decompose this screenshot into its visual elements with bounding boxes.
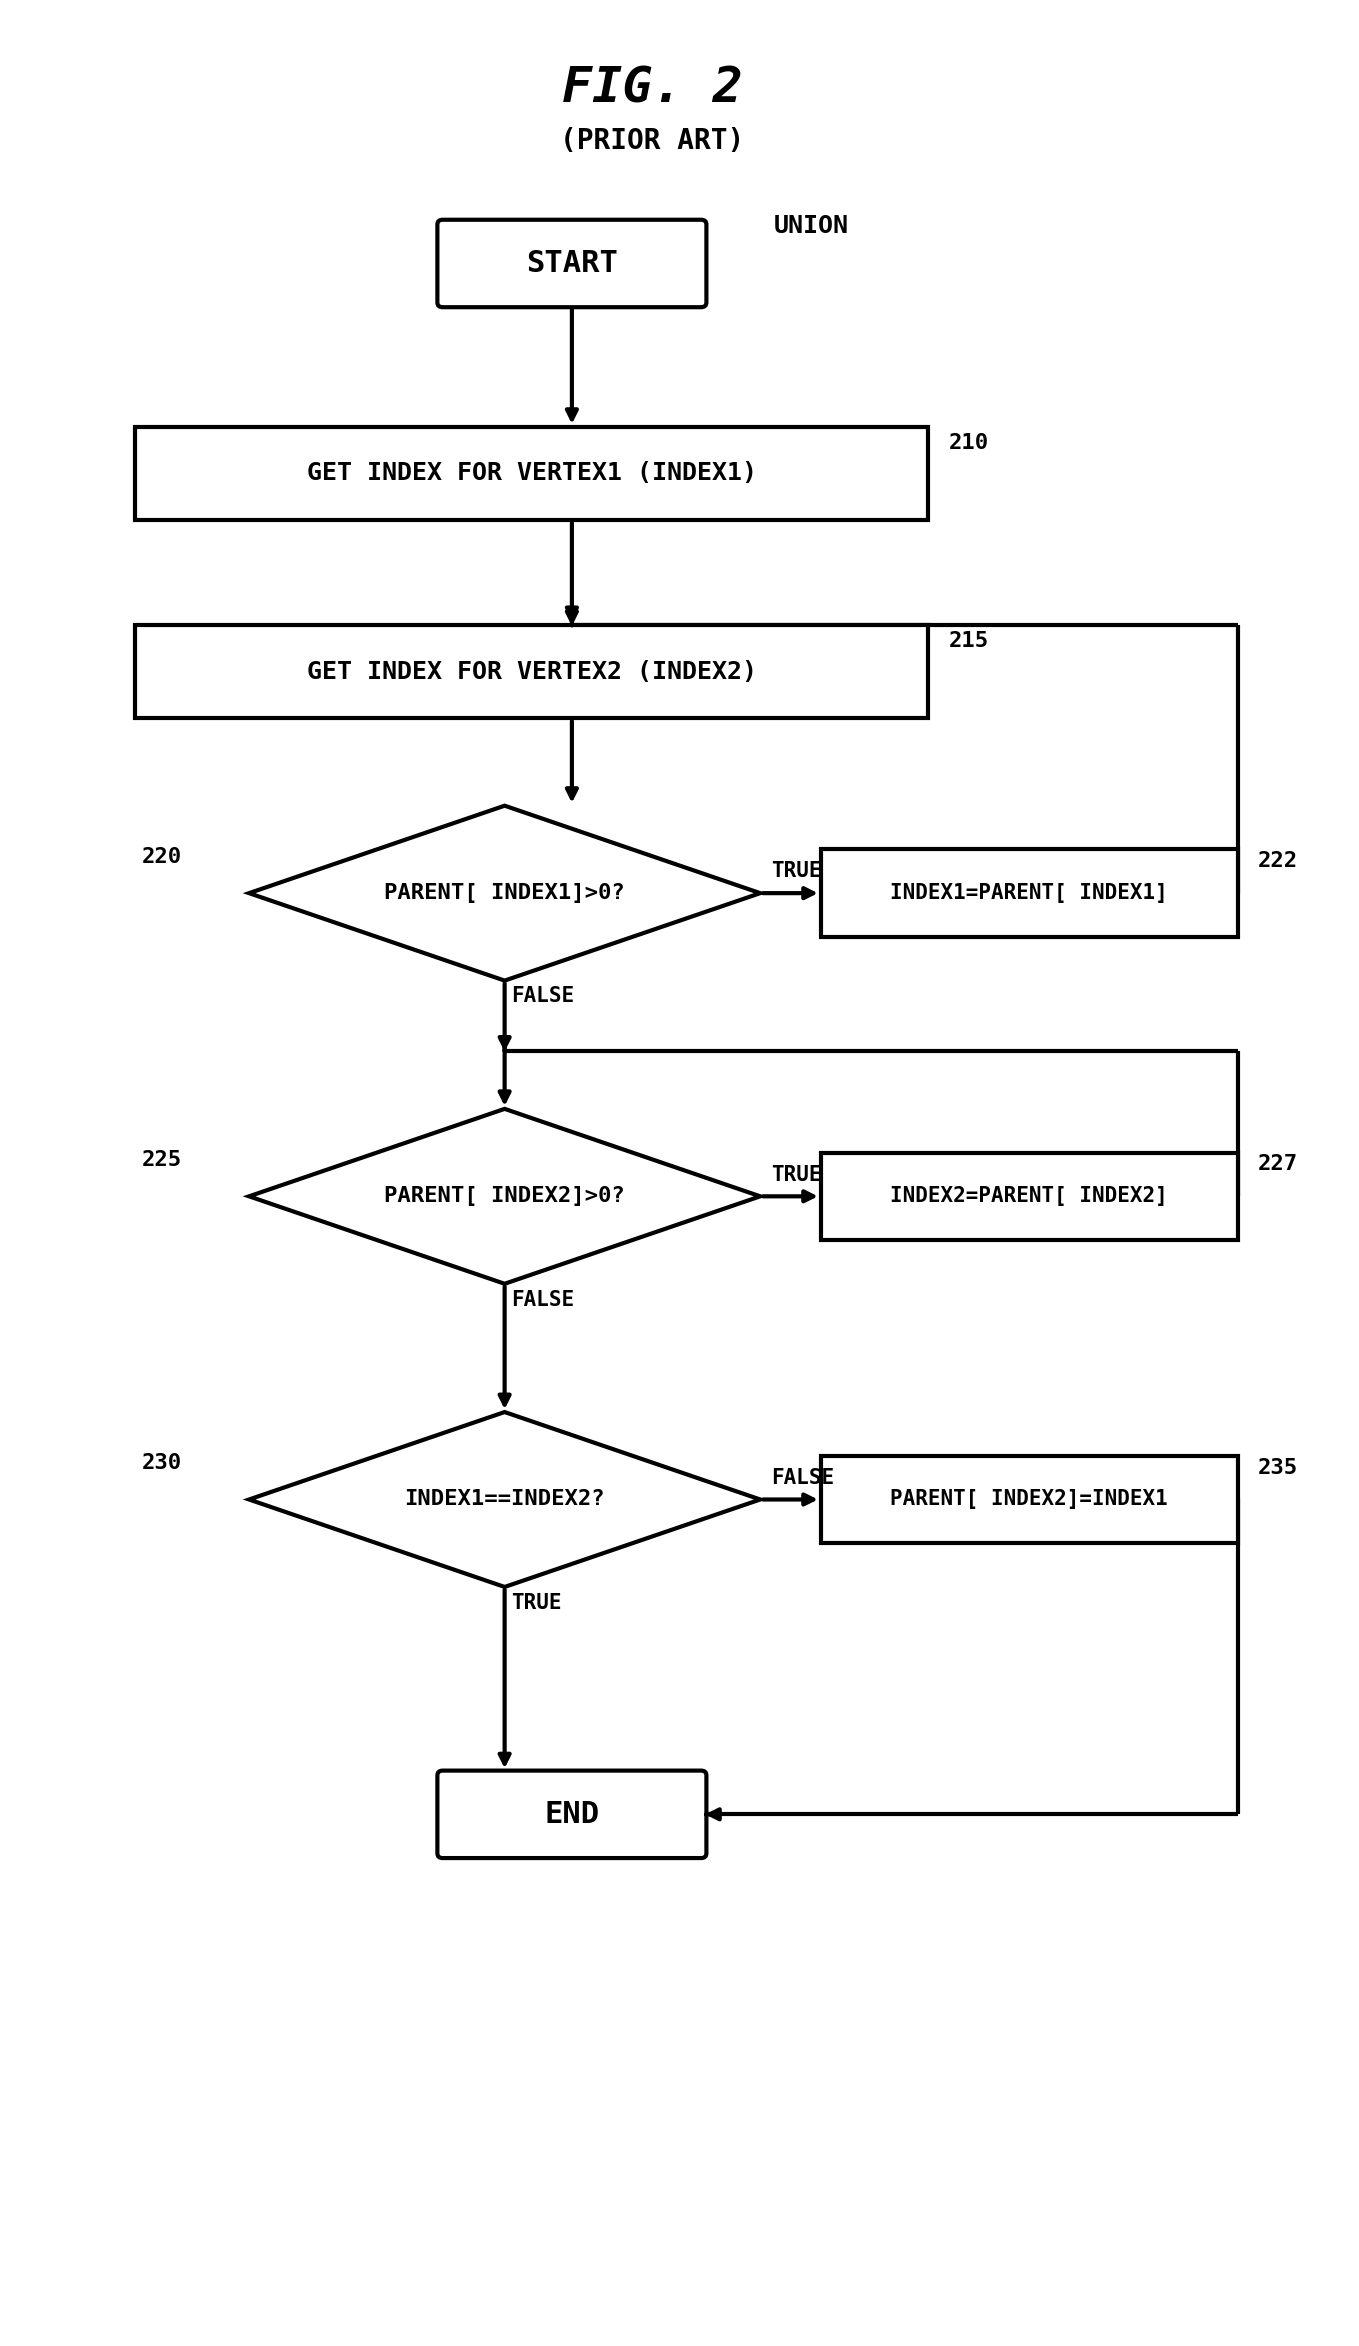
Text: 230: 230 (141, 1452, 182, 1473)
Text: PARENT[ INDEX1]>0?: PARENT[ INDEX1]>0? (385, 882, 625, 903)
Polygon shape (249, 1412, 760, 1586)
Text: 222: 222 (1258, 852, 1298, 870)
Text: 225: 225 (141, 1150, 182, 1171)
Text: INDEX1=PARENT[ INDEX1]: INDEX1=PARENT[ INDEX1] (890, 882, 1169, 903)
Text: UNION: UNION (773, 213, 848, 239)
Text: TRUE: TRUE (511, 1593, 561, 1612)
Polygon shape (249, 1110, 760, 1283)
Text: GET INDEX FOR VERTEX2 (INDEX2): GET INDEX FOR VERTEX2 (INDEX2) (307, 659, 757, 683)
Text: FALSE: FALSE (771, 1469, 834, 1487)
Text: 227: 227 (1258, 1154, 1298, 1175)
Text: INDEX1==INDEX2?: INDEX1==INDEX2? (405, 1490, 605, 1508)
Text: 210: 210 (949, 432, 988, 453)
Text: END: END (545, 1799, 599, 1830)
Text: FALSE: FALSE (511, 985, 575, 1006)
Text: 235: 235 (1258, 1457, 1298, 1478)
Text: TRUE: TRUE (771, 1164, 821, 1185)
Text: PARENT[ INDEX2]=INDEX1: PARENT[ INDEX2]=INDEX1 (890, 1490, 1169, 1508)
Text: (PRIOR ART): (PRIOR ART) (560, 127, 745, 155)
Bar (135, 624, 928, 718)
Text: GET INDEX FOR VERTEX1 (INDEX1): GET INDEX FOR VERTEX1 (INDEX1) (307, 462, 757, 486)
Text: TRUE: TRUE (771, 861, 821, 882)
FancyBboxPatch shape (438, 221, 707, 307)
Text: PARENT[ INDEX2]>0?: PARENT[ INDEX2]>0? (385, 1187, 625, 1206)
Text: START: START (526, 249, 618, 277)
FancyBboxPatch shape (438, 1771, 707, 1858)
Text: 220: 220 (141, 847, 182, 866)
Bar (821, 1457, 1238, 1544)
Text: INDEX2=PARENT[ INDEX2]: INDEX2=PARENT[ INDEX2] (890, 1187, 1169, 1206)
Bar (821, 1152, 1238, 1241)
Text: FALSE: FALSE (511, 1290, 575, 1309)
Text: FIG. 2: FIG. 2 (563, 66, 743, 113)
Text: 215: 215 (949, 631, 988, 650)
Bar (821, 849, 1238, 936)
Bar (135, 427, 928, 521)
Polygon shape (249, 805, 760, 981)
